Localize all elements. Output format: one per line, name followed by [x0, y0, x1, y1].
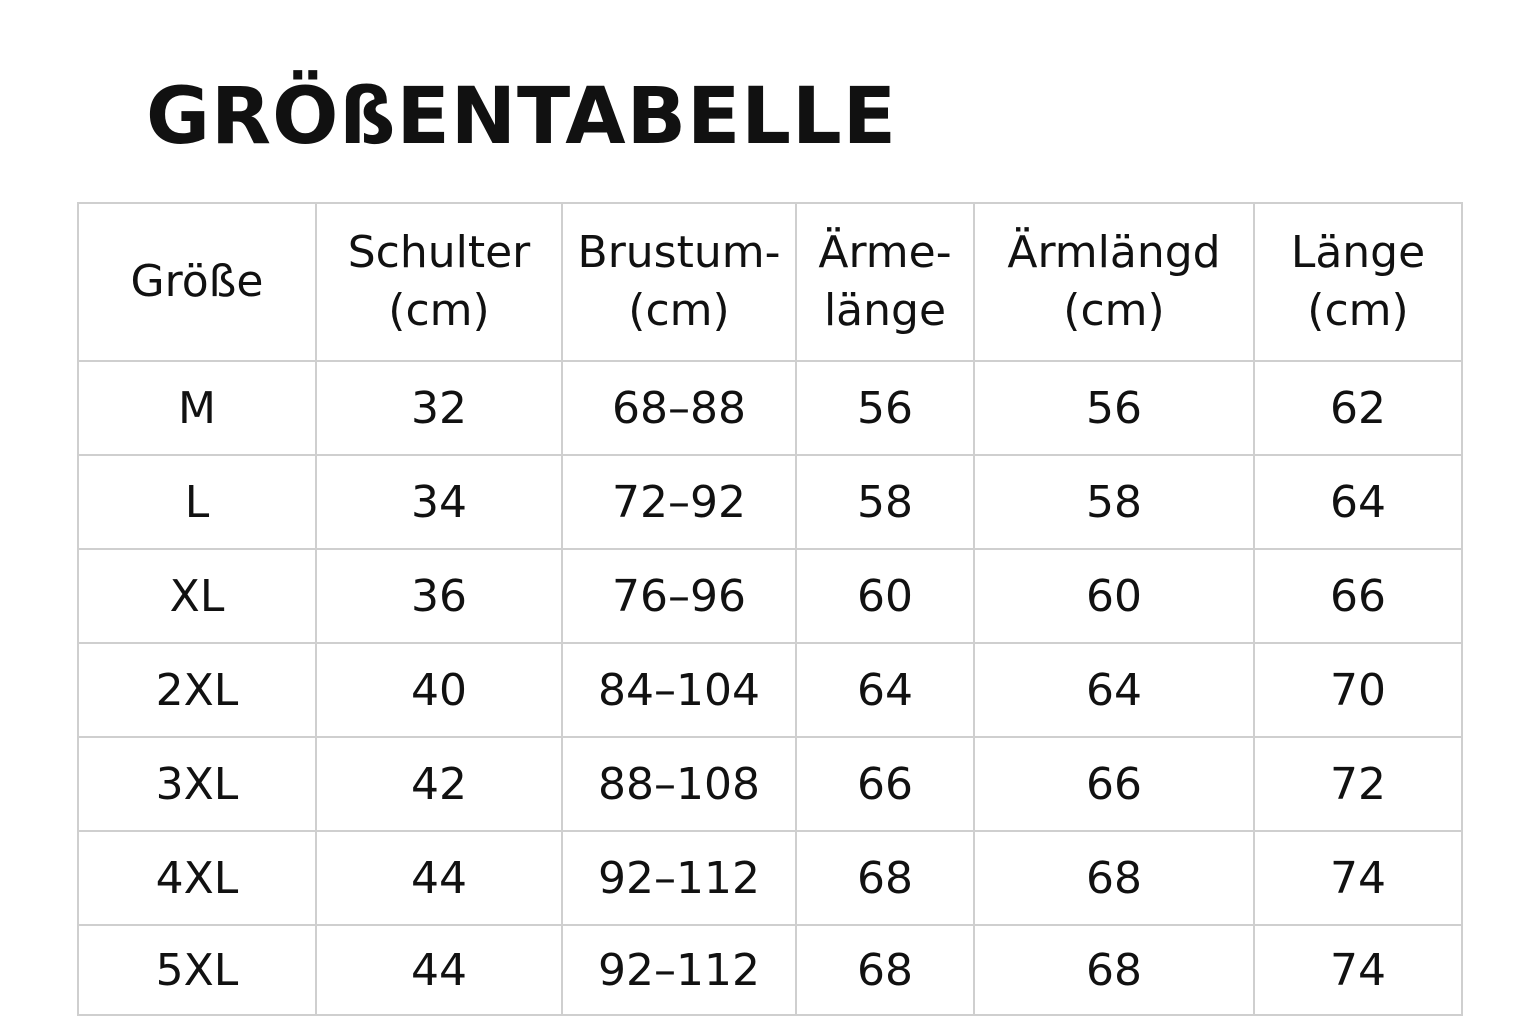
table-row: 5XL 44 92–112 68 68 74 — [77, 924, 1463, 1016]
column-header-line: Schulter — [347, 227, 531, 278]
column-header-line: länge — [823, 285, 947, 336]
size-cell: M — [77, 360, 317, 456]
measurement-cell: 66 — [795, 736, 975, 832]
measurement-cell: 66 — [973, 736, 1255, 832]
column-header-line: (cm) — [388, 285, 490, 336]
column-header-line: (cm) — [1063, 285, 1165, 336]
size-cell: L — [77, 454, 317, 550]
measurement-cell: 64 — [795, 642, 975, 738]
column-header-line: Größe — [130, 256, 264, 307]
measurement-cell: 74 — [1253, 924, 1463, 1016]
measurement-cell: 64 — [973, 642, 1255, 738]
size-cell: 2XL — [77, 642, 317, 738]
measurement-cell: 40 — [315, 642, 563, 738]
column-header: Schulter (cm) — [315, 202, 563, 362]
measurement-cell: 34 — [315, 454, 563, 550]
table-row: 2XL 40 84–104 64 64 70 — [77, 642, 1463, 738]
measurement-cell: 66 — [1253, 548, 1463, 644]
column-header: Brustum- (cm) — [561, 202, 797, 362]
measurement-cell: 62 — [1253, 360, 1463, 456]
measurement-cell: 68 — [795, 924, 975, 1016]
measurement-cell: 58 — [973, 454, 1255, 550]
measurement-cell: 44 — [315, 830, 563, 926]
measurement-cell: 68 — [973, 830, 1255, 926]
measurement-cell: 68 — [795, 830, 975, 926]
header-row: Größe Schulter (cm) Brustum- (cm) Ärme-länge Ä… — [77, 202, 1463, 362]
measurement-cell: 64 — [1253, 454, 1463, 550]
column-header-line: Ärmlängd — [1007, 227, 1221, 278]
measurement-cell: 84–104 — [561, 642, 797, 738]
size-table: Größe Schulter (cm) Brustum- (cm) Ärme-länge Ä… — [77, 202, 1463, 1016]
measurement-cell: 72 — [1253, 736, 1463, 832]
measurement-cell: 88–108 — [561, 736, 797, 832]
table-row: L 34 72–92 58 58 64 — [77, 454, 1463, 550]
measurement-cell: 42 — [315, 736, 563, 832]
measurement-cell: 72–92 — [561, 454, 797, 550]
size-cell: 3XL — [77, 736, 317, 832]
measurement-cell: 44 — [315, 924, 563, 1016]
column-header-line: Ärme- — [818, 227, 952, 278]
measurement-cell: 74 — [1253, 830, 1463, 926]
column-header-line: (cm) — [1307, 285, 1409, 336]
column-header: Größe — [77, 202, 317, 362]
table-row: XL 36 76–96 60 60 66 — [77, 548, 1463, 644]
column-header-line: Brustum- — [577, 227, 781, 278]
measurement-cell: 56 — [973, 360, 1255, 456]
measurement-cell: 60 — [973, 548, 1255, 644]
size-cell: XL — [77, 548, 317, 644]
measurement-cell: 68 — [973, 924, 1255, 1016]
measurement-cell: 76–96 — [561, 548, 797, 644]
column-header: Ärme-länge — [795, 202, 975, 362]
column-header-line: (cm) — [628, 285, 730, 336]
table-row: M 32 68–88 56 56 62 — [77, 360, 1463, 456]
measurement-cell: 68–88 — [561, 360, 797, 456]
measurement-cell: 70 — [1253, 642, 1463, 738]
size-cell: 4XL — [77, 830, 317, 926]
column-header-line: Länge — [1290, 227, 1426, 278]
page-title: GRÖßENTABELLE — [146, 72, 897, 162]
measurement-cell: 92–112 — [561, 924, 797, 1016]
table-row: 4XL 44 92–112 68 68 74 — [77, 830, 1463, 926]
column-header: Länge (cm) — [1253, 202, 1463, 362]
measurement-cell: 60 — [795, 548, 975, 644]
measurement-cell: 92–112 — [561, 830, 797, 926]
measurement-cell: 32 — [315, 360, 563, 456]
measurement-cell: 56 — [795, 360, 975, 456]
measurement-cell: 58 — [795, 454, 975, 550]
measurement-cell: 36 — [315, 548, 563, 644]
column-header: Ärmlängd (cm) — [973, 202, 1255, 362]
size-cell: 5XL — [77, 924, 317, 1016]
table-row: 3XL 42 88–108 66 66 72 — [77, 736, 1463, 832]
